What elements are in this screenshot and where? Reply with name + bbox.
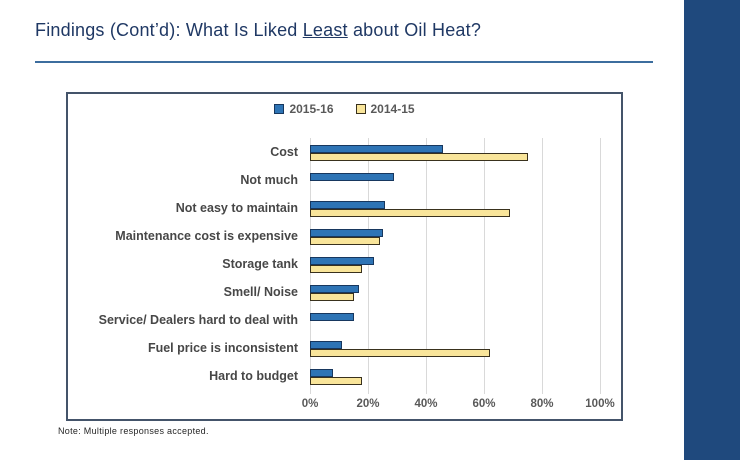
chart-container: 2015-16 2014-15 Cost Not much Not easy to m…: [66, 92, 623, 421]
bar-2015-16: [310, 201, 386, 209]
legend-label: 2014-15: [370, 102, 415, 116]
bar-2014-15: [310, 349, 490, 357]
legend-swatch-icon: [274, 104, 285, 114]
legend-item: 2014-15: [355, 102, 415, 116]
bar-2015-16: [310, 369, 334, 377]
bar-2014-15: [310, 265, 363, 273]
category-label: Storage tank: [222, 257, 298, 271]
bar-2014-15: [310, 237, 380, 245]
x-tick-label: 60%: [472, 398, 496, 410]
title-underlined-word: Least: [302, 20, 348, 40]
title-rule: [35, 61, 653, 63]
bar-2014-15: [310, 209, 511, 217]
title-suffix: about Oil Heat?: [347, 20, 482, 40]
note-text: Note: Multiple responses accepted.: [58, 426, 209, 436]
legend-swatch-icon: [355, 104, 366, 114]
category-label: Service/ Dealers hard to deal with: [98, 313, 298, 327]
bar-row: [310, 250, 600, 278]
chart-legend: 2015-16 2014-15: [68, 102, 621, 116]
bar-2015-16: [310, 173, 395, 181]
x-tick-label: 0%: [301, 398, 319, 410]
category-label: Not much: [240, 173, 298, 187]
bar-spacer: [310, 321, 600, 329]
legend-label: 2015-16: [289, 102, 334, 116]
bar-2015-16: [310, 313, 354, 321]
legend-item: 2015-16: [274, 102, 334, 116]
plot-area: [310, 138, 601, 394]
category-label: Maintenance cost is expensive: [115, 229, 298, 243]
category-label: Not easy to maintain: [175, 201, 298, 215]
bar-row: [310, 222, 600, 250]
x-tick-label: 40%: [414, 398, 438, 410]
title-prefix: Findings (Cont’d): What Is Liked: [35, 20, 303, 40]
gridline: [600, 138, 601, 394]
bar-row: [310, 362, 600, 390]
gridline: [484, 138, 485, 394]
category-label: Smell/ Noise: [223, 285, 298, 299]
bar-2014-15: [310, 377, 363, 385]
bar-spacer: [310, 181, 600, 189]
category-label: Cost: [270, 145, 298, 159]
gridline: [368, 138, 369, 394]
bar-2014-15: [310, 153, 528, 161]
page-title: Findings (Cont’d): What Is Liked Least a…: [35, 20, 481, 41]
value-axis: 0% 20% 40% 60% 80% 100%: [68, 398, 621, 414]
bar-row: [310, 166, 600, 194]
bar-row: [310, 306, 600, 334]
bar-row: [310, 278, 600, 306]
bar-row: [310, 194, 600, 222]
category-label: Fuel price is inconsistent: [147, 341, 298, 355]
accent-band: [684, 0, 740, 460]
bar-2015-16: [310, 229, 383, 237]
x-tick-label: 20%: [356, 398, 380, 410]
gridline: [542, 138, 543, 394]
category-axis: Cost Not much Not easy to maintain Maintena…: [68, 138, 304, 390]
gridline: [426, 138, 427, 394]
bar-2015-16: [310, 145, 444, 153]
bar-2015-16: [310, 257, 374, 265]
x-tick-label: 80%: [530, 398, 554, 410]
x-tick-label: 100%: [585, 398, 615, 410]
category-label: Hard to budget: [209, 369, 298, 383]
bar-2015-16: [310, 285, 360, 293]
bar-2015-16: [310, 341, 342, 349]
bar-row: [310, 334, 600, 362]
bar-row: [310, 138, 600, 166]
bar-2014-15: [310, 293, 354, 301]
